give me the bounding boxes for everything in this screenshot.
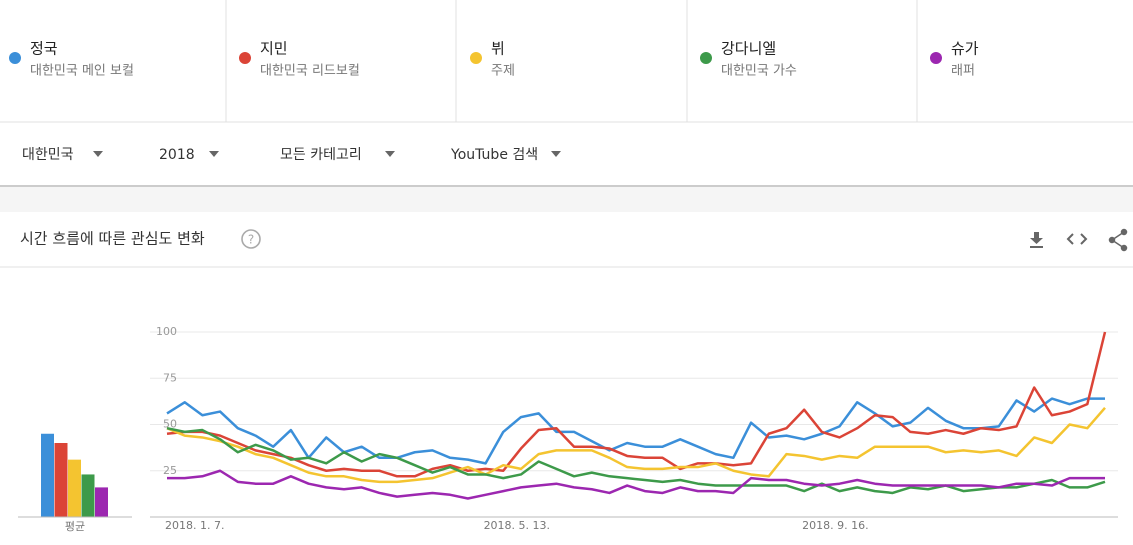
filter[interactable]: YouTube 검색 — [450, 147, 538, 163]
y-tick-label: 100 — [156, 325, 177, 338]
term-dot[interactable] — [239, 52, 251, 64]
filter[interactable]: 2018 — [159, 147, 195, 163]
term-dot[interactable] — [700, 52, 712, 64]
term-name[interactable]: 슈가 — [951, 40, 979, 58]
term-description[interactable]: 주제 — [491, 64, 515, 79]
term-name[interactable]: 지민 — [260, 40, 288, 58]
term-description[interactable]: 대한민국 가수 — [721, 64, 797, 79]
term-description[interactable]: 래퍼 — [951, 64, 975, 79]
average-bar — [54, 443, 68, 517]
average-bar — [41, 433, 54, 517]
term-dot[interactable] — [470, 52, 482, 64]
term-name[interactable]: 강다니엘 — [721, 40, 776, 58]
download-icon[interactable] — [1030, 232, 1043, 248]
term-dot[interactable] — [930, 52, 942, 64]
average-bar — [81, 474, 95, 517]
y-tick-label: 75 — [163, 371, 177, 384]
dropdown-arrows — [93, 151, 561, 157]
average-label: 평균 — [65, 520, 85, 533]
term-name[interactable]: 뷔 — [491, 40, 505, 58]
term-dot[interactable] — [9, 52, 21, 64]
series-line — [167, 469, 1105, 500]
x-tick-label: 2018. 5. 13. — [484, 519, 550, 532]
embed-icon[interactable] — [1066, 233, 1088, 245]
term-name[interactable]: 정국 — [30, 40, 58, 58]
average-bar — [68, 459, 81, 517]
average-bar — [95, 487, 108, 517]
series-line — [166, 397, 1105, 465]
y-tick-label: 50 — [163, 418, 177, 431]
gap-band — [0, 186, 1133, 212]
y-tick-label: 25 — [163, 464, 177, 477]
help-icon[interactable]: ? — [241, 229, 261, 249]
filter[interactable]: 모든 카테고리 — [280, 147, 362, 163]
section-title: 시간 흐름에 따른 관심도 변화 — [20, 230, 205, 248]
share-icon[interactable] — [1108, 228, 1128, 252]
svg-text:?: ? — [248, 233, 254, 247]
term-description[interactable]: 대한민국 리드보컬 — [260, 64, 360, 79]
term-description[interactable]: 대한민국 메인 보컬 — [30, 64, 134, 79]
series-line — [166, 331, 1107, 478]
series-line — [166, 407, 1106, 484]
x-tick-label: 2018. 1. 7. — [165, 519, 224, 532]
filter[interactable]: 대한민국 — [22, 147, 74, 163]
x-tick-label: 2018. 9. 16. — [802, 519, 868, 532]
term-dividers — [225, 0, 918, 122]
